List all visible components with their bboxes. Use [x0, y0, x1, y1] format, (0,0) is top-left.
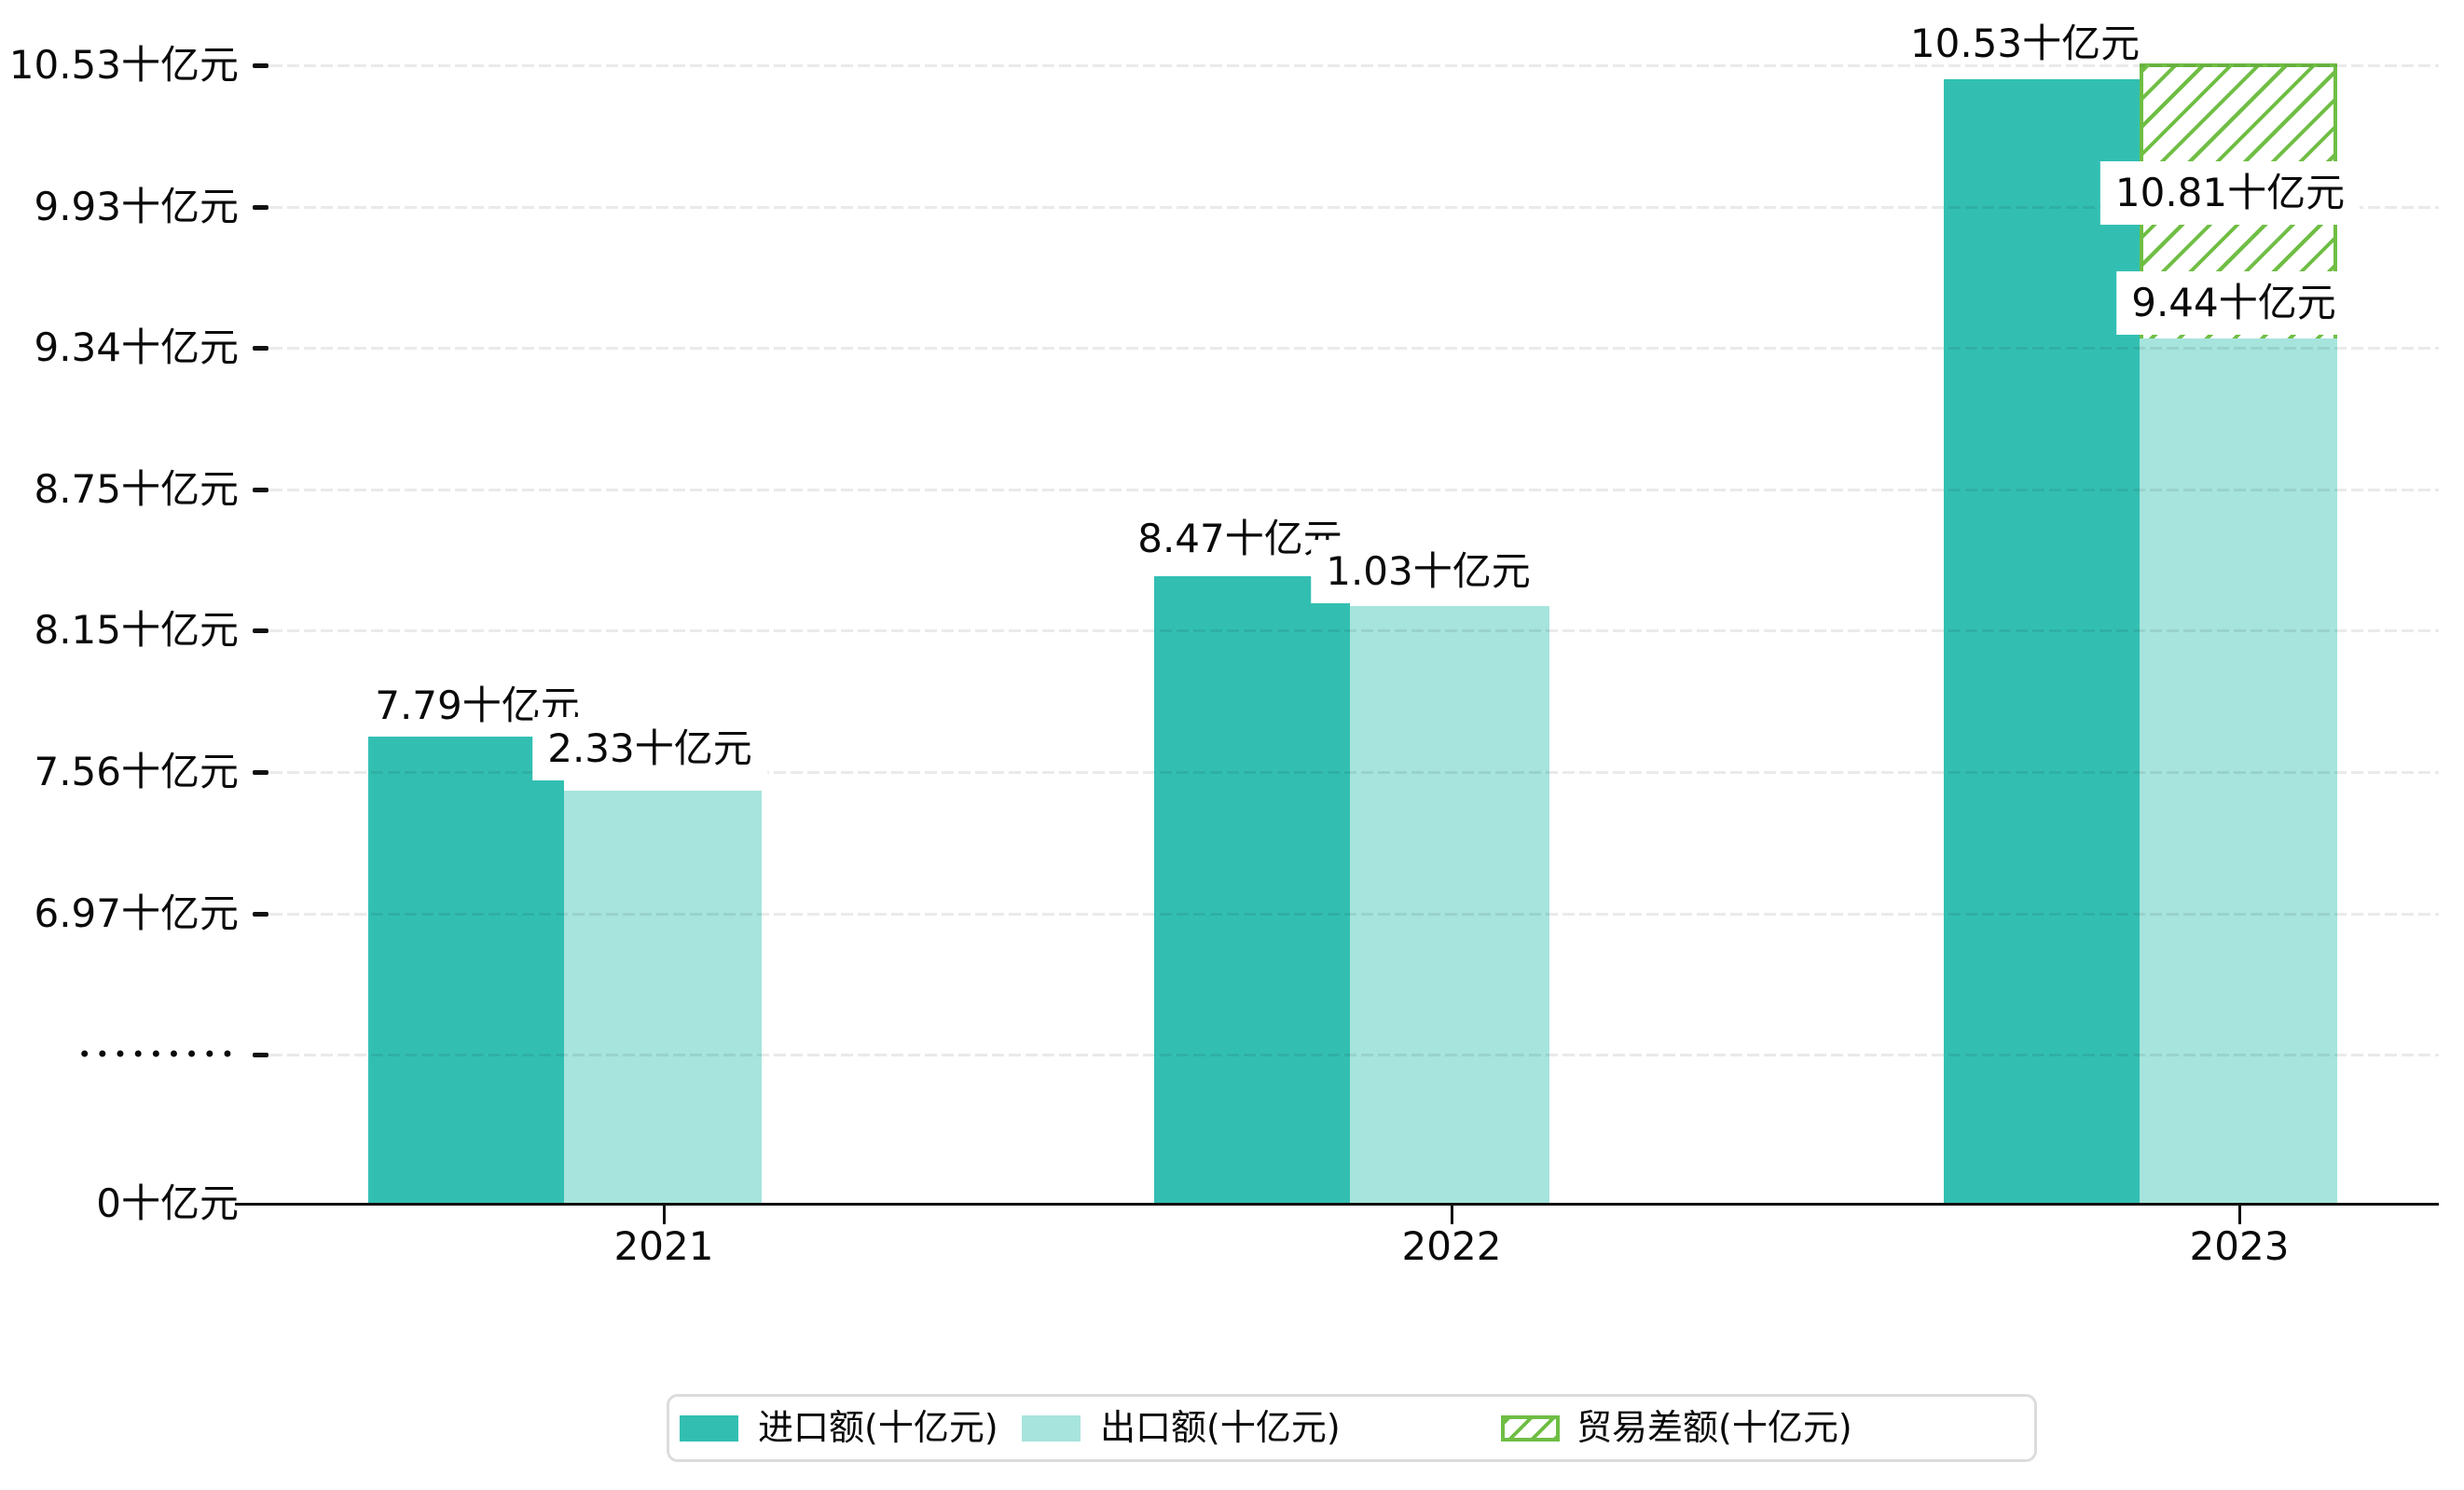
y-axis-tick-mark: [253, 912, 268, 917]
x-axis-tick-label: 2023: [2189, 1223, 2290, 1269]
gridline: [270, 1054, 2439, 1056]
y-axis-tick-label: 8.75十亿元: [34, 466, 239, 512]
x-axis-tick-mark: [2238, 1206, 2241, 1224]
x-axis-line: [235, 1203, 2439, 1206]
y-axis-tick-label: 8.15十亿元: [34, 607, 239, 653]
value-label: 1.03十亿元: [1311, 540, 1546, 603]
gridline: [270, 206, 2439, 209]
gridline: [270, 489, 2439, 491]
legend-item-export[interactable]: 出口额(十亿元): [1100, 1407, 1341, 1448]
x-axis-tick-label: 2022: [1401, 1223, 1502, 1269]
y-axis-tick-mark: [253, 346, 268, 351]
y-axis-tick-mark: [253, 205, 268, 210]
x-axis-tick-mark: [1451, 1206, 1453, 1224]
axis-break-dots: •••••••••: [77, 1042, 239, 1068]
y-axis-tick-label: 6.97十亿元: [34, 890, 239, 936]
bar-export-2021[interactable]: [564, 791, 762, 1204]
gridline: [270, 347, 2439, 350]
bar-import-2021[interactable]: [368, 737, 564, 1204]
value-label: 10.53十亿元: [1909, 21, 2141, 66]
gridline: [270, 771, 2439, 774]
y-axis-tick-label: 9.34十亿元: [34, 324, 239, 370]
gridline: [270, 913, 2439, 916]
y-axis-tick-label: 0十亿元: [96, 1180, 239, 1226]
value-label: 10.81十亿元: [2099, 161, 2361, 225]
y-axis-tick-mark: [253, 628, 268, 633]
y-axis-tick-mark: [253, 488, 268, 492]
legend-swatch-trade-balance[interactable]: [1501, 1415, 1560, 1442]
legend-swatch-import[interactable]: [680, 1415, 738, 1442]
gridline: [270, 64, 2439, 67]
value-label: 9.44十亿元: [2116, 271, 2351, 335]
gridline: [270, 629, 2439, 632]
y-axis-tick-label: 7.56十亿元: [34, 749, 239, 794]
x-axis-tick-label: 2021: [613, 1223, 714, 1269]
bar-export-2023[interactable]: [2140, 338, 2337, 1204]
legend-item-trade-balance[interactable]: 贸易差额(十亿元): [1576, 1407, 1852, 1448]
value-label: 2.33十亿元: [532, 717, 767, 780]
y-axis-tick-label: 9.93十亿元: [34, 184, 239, 229]
y-axis-tick-mark: [253, 1053, 268, 1057]
y-axis-tick-mark: [253, 63, 268, 68]
y-axis-tick-label: 10.53十亿元: [8, 42, 239, 88]
chart-legend: 进口额(十亿元) 出口额(十亿元) 贸易差额(十亿元): [667, 1394, 2037, 1462]
legend-item-import[interactable]: 进口额(十亿元): [758, 1407, 998, 1448]
bar-import-2022[interactable]: [1154, 576, 1350, 1204]
bar-export-2022[interactable]: [1350, 606, 1549, 1204]
value-label: 8.47十亿元: [1137, 516, 1342, 561]
legend-swatch-export[interactable]: [1022, 1415, 1081, 1442]
x-axis-tick-mark: [663, 1206, 666, 1224]
bar-import-2023[interactable]: [1944, 79, 2140, 1204]
y-axis-tick-mark: [253, 770, 268, 775]
